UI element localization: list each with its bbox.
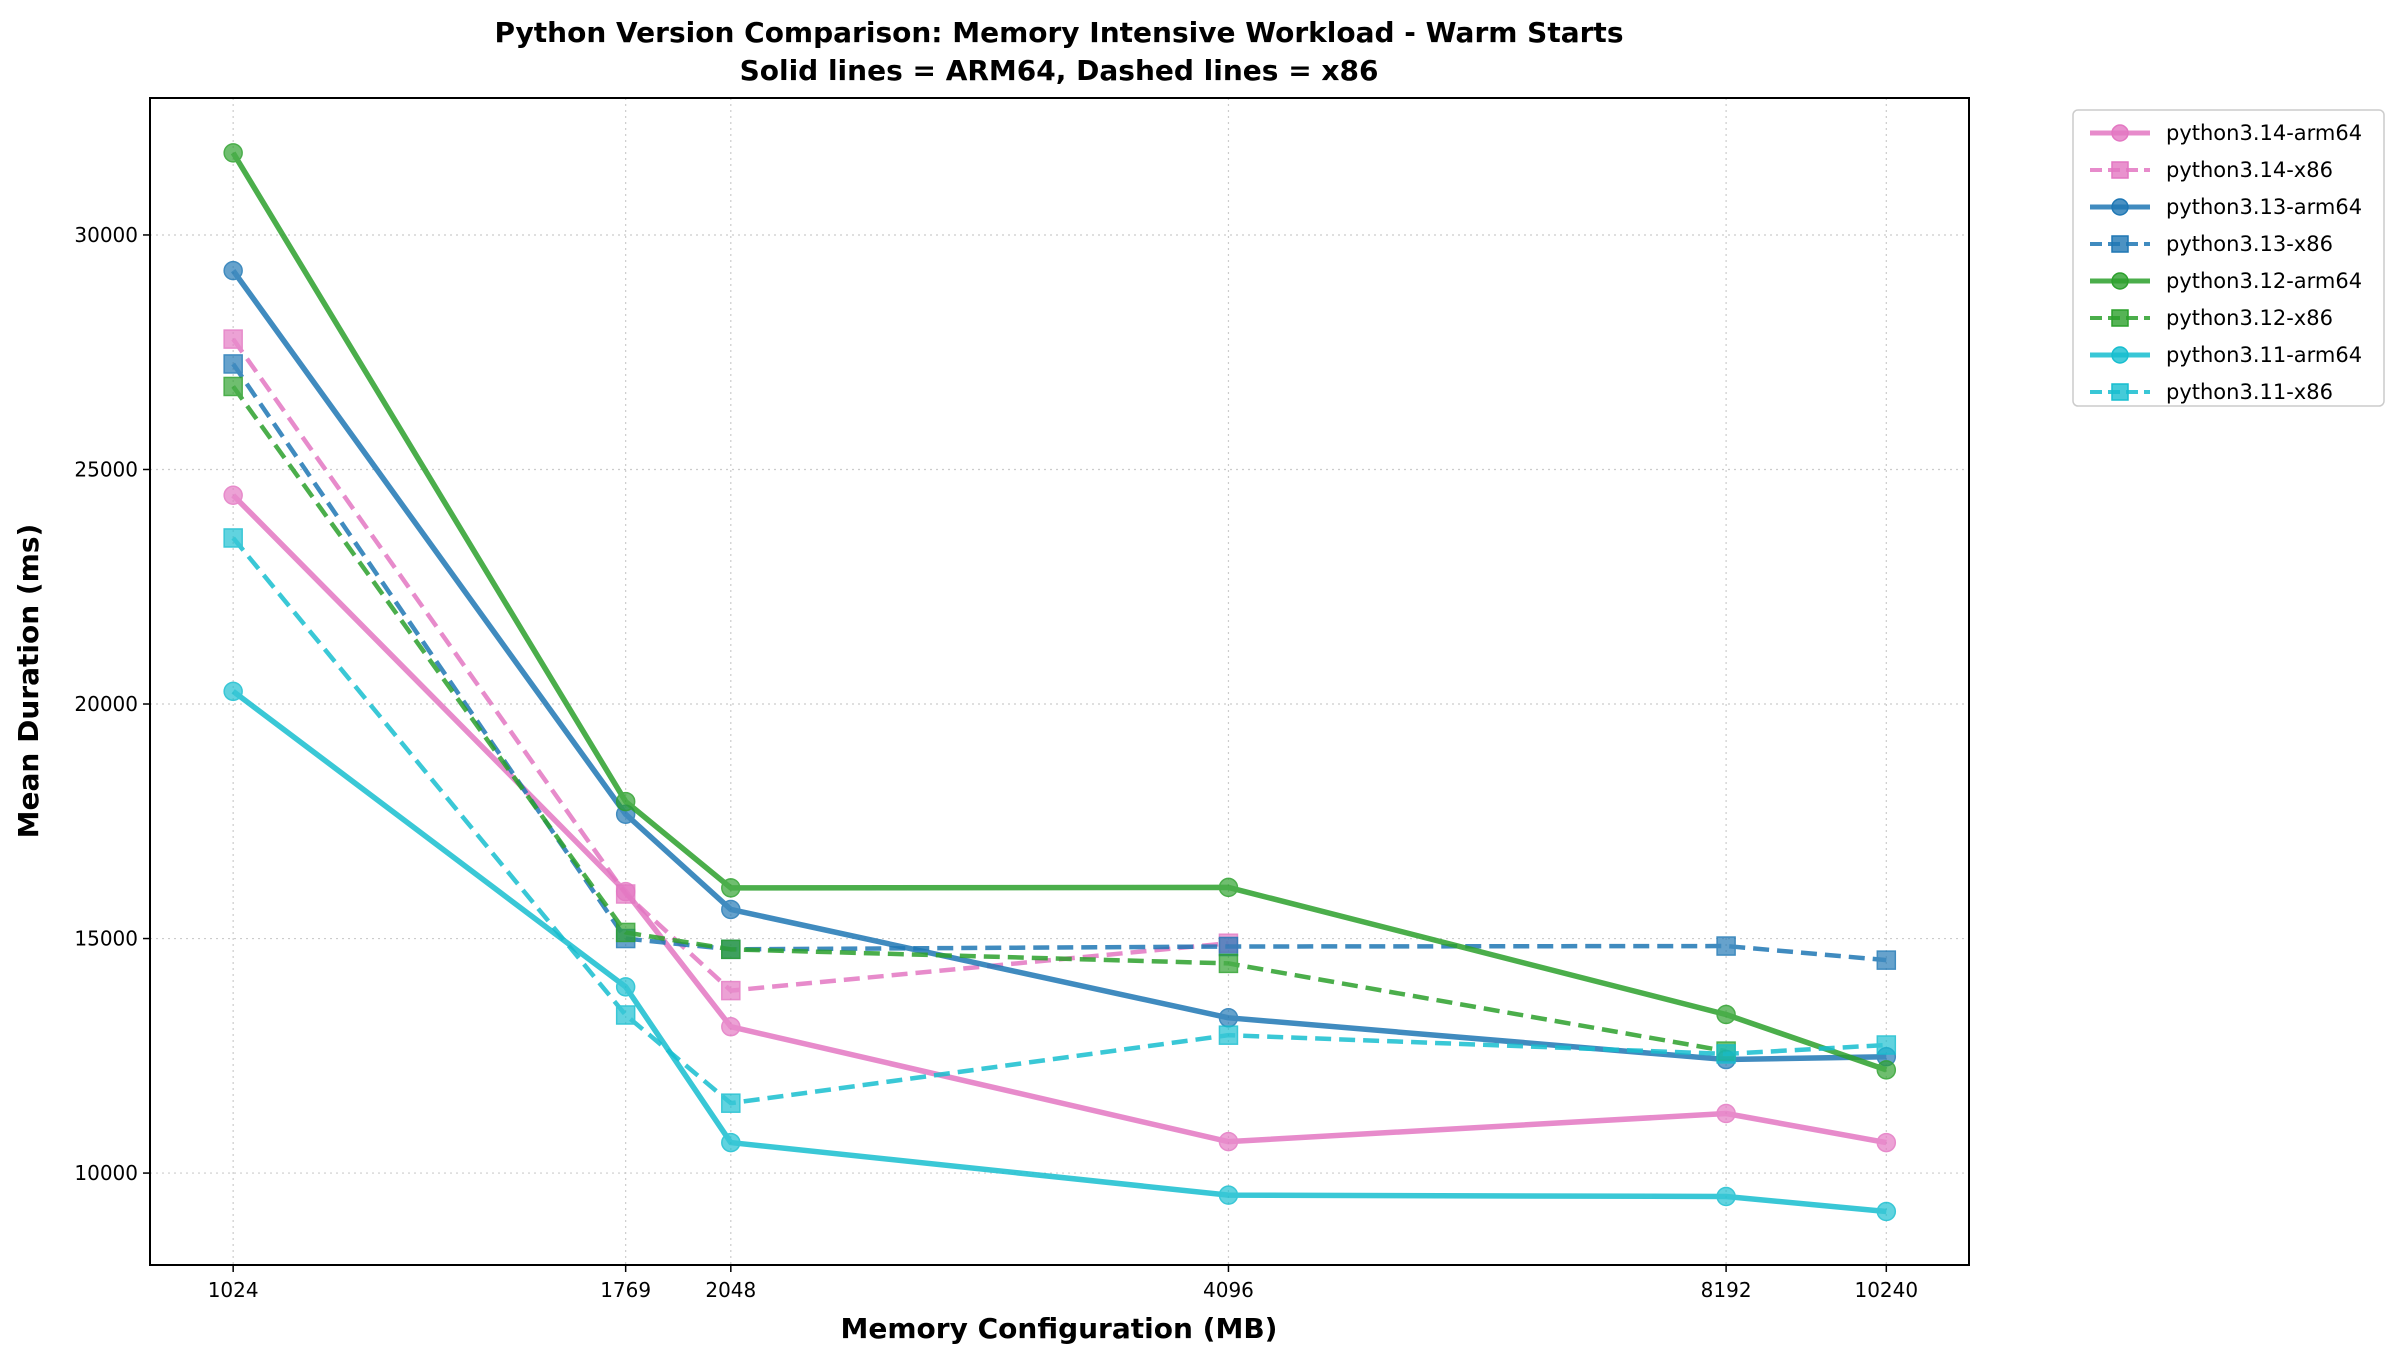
legend-entry: python3.11-arm64 <box>2090 343 2362 367</box>
data-point <box>1218 1008 1239 1028</box>
series-line <box>231 689 1887 1215</box>
data-point <box>615 1005 636 1025</box>
circle-marker-icon <box>2111 346 2129 364</box>
data-point <box>721 1093 741 1113</box>
data-point <box>1876 1060 1897 1080</box>
legend-entry: python3.12-x86 <box>2090 306 2333 330</box>
y-axis-label: Mean Duration (ms) <box>12 524 45 839</box>
series-python3.11-x86 <box>223 528 1897 1113</box>
data-point <box>1218 936 1239 957</box>
legend-label: python3.11-x86 <box>2166 380 2333 404</box>
y-tick-label: 15000 <box>74 927 138 951</box>
circle-marker-icon <box>2111 198 2129 216</box>
data-point <box>223 260 243 281</box>
chart-subtitle: Solid lines = ARM64, Dashed lines = x86 <box>740 54 1379 87</box>
data-point <box>1876 1201 1897 1222</box>
data-point <box>1218 877 1239 898</box>
data-point <box>615 791 636 812</box>
data-point <box>721 939 741 960</box>
axis-ticks: 1024 1769 2048 4096 8192 10240 10000 15000 20000… <box>74 223 1918 1302</box>
plot-frame <box>149 97 1970 1266</box>
series-line <box>231 536 1887 1106</box>
data-point <box>615 977 636 997</box>
data-point <box>1716 936 1736 956</box>
x-tick-label: 1769 <box>600 1278 651 1302</box>
series-line <box>231 362 1887 963</box>
data-point <box>721 1016 741 1037</box>
series-python3.13-arm64 <box>223 260 1897 1070</box>
legend-label: python3.13-arm64 <box>2166 195 2362 219</box>
square-marker-icon <box>2111 309 2129 327</box>
data-point <box>1218 1131 1239 1152</box>
legend-label: python3.11-arm64 <box>2166 343 2362 367</box>
legend-label: python3.12-x86 <box>2166 306 2333 330</box>
x-tick-label: 10240 <box>1854 1278 1918 1302</box>
legend-entry: python3.11-x86 <box>2090 380 2333 404</box>
data-point <box>223 376 243 397</box>
x-tick-label: 2048 <box>705 1278 756 1302</box>
data-point <box>1876 1035 1897 1055</box>
legend-entry: python3.14-x86 <box>2090 158 2333 182</box>
data-point <box>721 1132 741 1153</box>
circle-marker-icon <box>2111 272 2129 290</box>
legend-entry: python3.13-x86 <box>2090 232 2333 256</box>
series-python3.11-arm64 <box>223 681 1897 1222</box>
legend-label: python3.13-x86 <box>2166 232 2333 256</box>
y-tick-label: 10000 <box>74 1161 138 1185</box>
legend-frame <box>2072 109 2385 407</box>
data-point <box>1716 1186 1736 1207</box>
series-group <box>223 143 1897 1222</box>
series-python3.14-arm64 <box>223 485 1897 1153</box>
x-tick-label: 8192 <box>1701 1278 1752 1302</box>
data-point <box>223 528 243 548</box>
x-tick-label: 4096 <box>1203 1278 1254 1302</box>
data-point <box>1876 950 1897 970</box>
square-marker-icon <box>2111 383 2129 401</box>
square-marker-icon <box>2111 161 2129 179</box>
data-point <box>1716 1103 1736 1124</box>
data-point <box>223 143 243 163</box>
series-line <box>230 269 1887 1063</box>
x-tick-label: 1024 <box>208 1278 259 1302</box>
chart-title: Python Version Comparison: Memory Intens… <box>495 16 1624 49</box>
data-point <box>1876 1132 1897 1153</box>
data-point <box>1218 1185 1239 1205</box>
data-point <box>1716 1044 1736 1064</box>
data-point <box>223 485 243 506</box>
series-python3.14-x86 <box>223 329 1239 1001</box>
data-point <box>1716 1004 1736 1025</box>
grid <box>150 98 1969 1265</box>
series-line <box>231 493 1887 1146</box>
data-point <box>223 354 243 374</box>
data-point <box>721 878 741 898</box>
data-point <box>223 681 243 702</box>
y-tick-label: 20000 <box>74 692 138 716</box>
series-python3.12-arm64 <box>223 143 1897 1080</box>
data-point <box>615 884 636 904</box>
y-tick-label: 30000 <box>74 223 138 247</box>
legend-label: python3.12-arm64 <box>2166 269 2362 293</box>
data-point <box>721 899 741 920</box>
series-line <box>230 151 1888 1073</box>
square-marker-icon <box>2111 235 2129 253</box>
legend-entry: python3.13-arm64 <box>2090 195 2362 219</box>
legend-entry: python3.12-arm64 <box>2090 269 2362 293</box>
data-point <box>1218 953 1239 974</box>
legend-label: python3.14-arm64 <box>2166 121 2362 145</box>
legend: python3.14-arm64 python3.14-x86 python3.13… <box>2072 109 2385 407</box>
x-axis-label: Memory Configuration (MB) <box>841 1312 1278 1345</box>
data-point <box>721 980 741 1001</box>
y-tick-label: 25000 <box>74 457 138 481</box>
data-point <box>1218 1025 1239 1045</box>
series-python3.13-x86 <box>223 354 1897 970</box>
data-point <box>223 329 243 349</box>
circle-marker-icon <box>2111 124 2129 142</box>
data-point <box>615 922 636 943</box>
legend-label: python3.14-x86 <box>2166 158 2333 182</box>
legend-entry: python3.14-arm64 <box>2090 121 2362 145</box>
